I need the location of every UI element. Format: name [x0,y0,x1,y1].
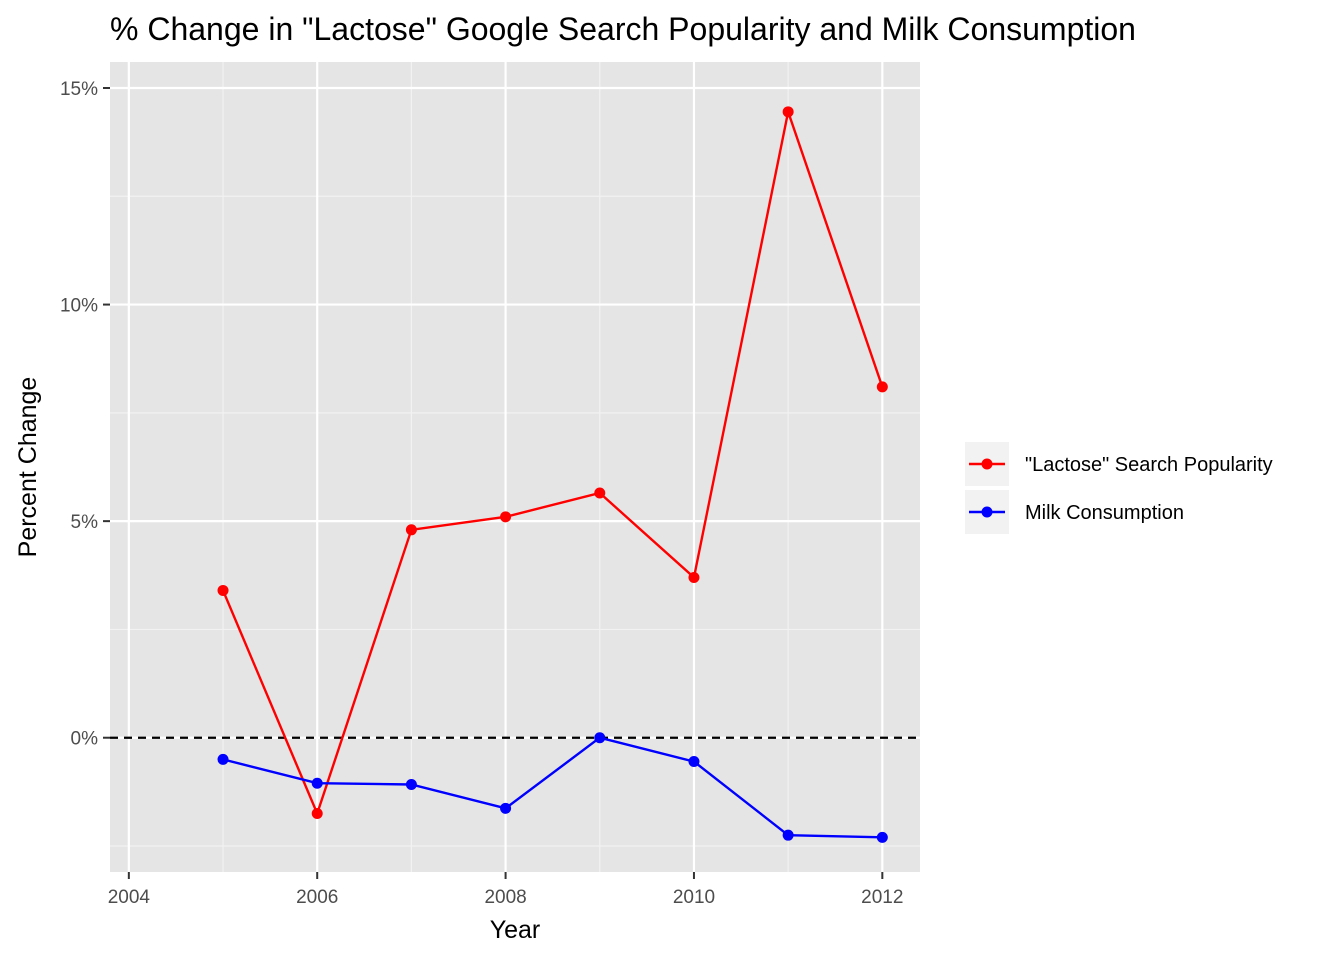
data-point-1-4 [594,732,606,744]
x-axis-title: Year [490,916,541,944]
grid-minor [110,62,920,872]
y-tick-label: 15% [60,79,98,100]
data-point-1-3 [500,802,512,814]
legend-label: Milk Consumption [1025,502,1184,524]
data-point-1-0 [217,753,229,765]
series-line-1 [222,736,883,839]
data-point-1-6 [782,829,794,841]
y-tick-label: 0% [71,729,99,750]
x-axis: 2004 2006 2008 2010 2012 [108,872,903,908]
legend-key-point [981,458,993,470]
legend-label: "Lactose" Search Popularity [1025,454,1273,476]
legend-key-point [981,506,993,518]
chart-title: % Change in "Lactose" Google Search Popu… [110,11,1136,47]
series-line-0 [221,107,884,817]
x-tick-label: 2008 [484,887,526,908]
data-point-0-1 [311,808,323,820]
data-point-1-2 [405,779,417,791]
y-axis-title: Percent Change [14,377,42,558]
data-point-0-5 [688,571,700,583]
y-tick-label: 5% [71,512,99,533]
x-tick-label: 2012 [861,887,903,908]
data-point-0-2 [405,524,417,536]
y-tick-label: 10% [60,296,98,317]
data-point-1-5 [688,756,700,768]
data-point-1-7 [876,831,888,843]
x-tick-label: 2010 [673,887,715,908]
data-point-0-4 [594,487,606,499]
y-axis: 0% 5% 10% 15% [60,79,110,750]
data-point-0-7 [876,381,888,393]
data-point-0-0 [217,584,229,596]
plot-panel [110,62,920,872]
legend: "Lactose" Search Popularity Milk Consumpt… [965,442,1273,534]
data-point-0-3 [500,511,512,523]
x-tick-label: 2004 [108,887,151,908]
x-tick-label: 2006 [296,887,338,908]
data-point-1-1 [311,777,323,789]
data-point-0-6 [782,106,794,118]
series-layer [217,106,888,843]
